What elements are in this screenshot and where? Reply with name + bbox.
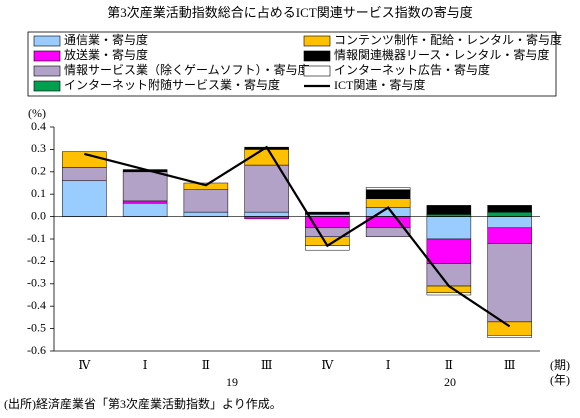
bar-segment xyxy=(426,214,472,217)
legend-label: ICT関連・寄与度 xyxy=(334,77,425,92)
y-tick-label: -0.5 xyxy=(27,320,46,334)
bar-segment xyxy=(365,189,411,199)
y-tick-label: 0.2 xyxy=(31,164,46,178)
bar-segment xyxy=(183,189,229,213)
bar-segment xyxy=(62,180,107,217)
year-label: 20 xyxy=(444,375,456,389)
y-tick-label: -0.1 xyxy=(27,231,46,245)
x-tick-label: Ⅲ xyxy=(504,358,516,372)
y-tick-label: -0.3 xyxy=(27,276,46,290)
x-tick-label: Ⅰ xyxy=(386,358,391,372)
year-label: 19 xyxy=(226,375,238,389)
x-tick-label: Ⅰ xyxy=(143,358,148,372)
bar-segment xyxy=(426,216,472,240)
legend-swatch xyxy=(33,65,61,77)
legend-label: 情報サービス業（除くゲームソフト）・寄与度 xyxy=(64,62,310,77)
bar-segment xyxy=(122,202,168,217)
x-unit: (年) xyxy=(550,373,570,387)
bar-segment xyxy=(426,292,472,296)
y-tick-label: -0.4 xyxy=(27,298,46,312)
legend-box xyxy=(27,31,557,97)
bar-segment xyxy=(487,205,532,213)
y-tick-label: 0.3 xyxy=(31,141,46,155)
x-tick-label: Ⅲ xyxy=(261,358,273,372)
bar-segment xyxy=(244,216,289,220)
bar-segment xyxy=(365,198,411,208)
y-tick-label: 0.1 xyxy=(31,186,46,200)
y-tick-label: -0.6 xyxy=(27,343,46,357)
legend-label: 通信業・寄与度 xyxy=(64,32,148,47)
legend-swatch xyxy=(303,35,331,47)
bar-segment xyxy=(244,211,289,217)
legend-label: コンテンツ制作・配給・レンタル・寄与度 xyxy=(334,32,562,47)
legend-label: 情報関連機器リース・レンタル・寄与度 xyxy=(334,47,549,62)
bar-segment xyxy=(426,238,472,264)
legend-swatch xyxy=(303,50,331,62)
bar-segment xyxy=(487,211,532,217)
bar-segment xyxy=(305,214,350,217)
bar-segment xyxy=(487,227,532,244)
x-tick-label: Ⅳ xyxy=(78,358,91,372)
bar-segment xyxy=(183,211,229,217)
bar-segment xyxy=(487,335,532,338)
y-tick-label: 0.4 xyxy=(31,119,46,133)
bar-segment xyxy=(122,171,168,202)
x-unit: (期) xyxy=(550,358,570,372)
bar-segment xyxy=(487,216,532,229)
legend-swatch xyxy=(303,65,331,77)
legend-label: インターネット広告・寄与度 xyxy=(334,62,490,77)
x-tick-label: Ⅱ xyxy=(445,358,453,372)
x-tick-label: Ⅳ xyxy=(321,358,334,372)
legend-swatch xyxy=(33,35,61,47)
y-unit: (%) xyxy=(28,106,46,120)
chart-title: 第3次産業活動指数総合に占めるICT関連サービス指数の寄与度 xyxy=(107,5,472,20)
y-tick-label: 0.0 xyxy=(31,208,46,222)
legend-swatch xyxy=(33,50,61,62)
bar-segment xyxy=(62,167,107,182)
legend-label: インターネット附随サービス業・寄与度 xyxy=(64,77,280,92)
legend-label: 放送業・寄与度 xyxy=(64,47,148,62)
bar-segment xyxy=(305,211,350,215)
line-series xyxy=(84,145,511,328)
bar-segment xyxy=(365,187,411,190)
legend-swatch xyxy=(33,80,61,92)
bar-segment xyxy=(365,227,411,238)
bar-segment xyxy=(487,243,532,323)
y-tick-label: -0.2 xyxy=(27,253,46,267)
bar-segment xyxy=(426,205,472,215)
bar-segment xyxy=(122,200,168,204)
x-tick-label: Ⅱ xyxy=(202,358,210,372)
bar-segment xyxy=(487,321,532,336)
source-note: (出所)経済産業省「第3次産業活動指数」より作成。 xyxy=(4,396,282,411)
